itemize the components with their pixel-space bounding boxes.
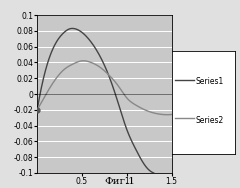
Text: Фиг.1: Фиг.1 [105,177,135,186]
Text: Series1: Series1 [196,77,224,86]
Text: Series2: Series2 [196,116,224,124]
